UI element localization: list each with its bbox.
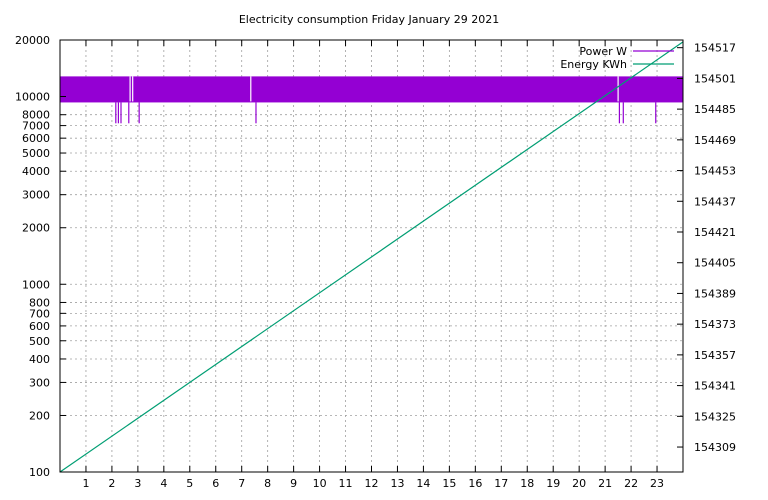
y2-tick-label: 154501 bbox=[694, 72, 736, 85]
y2-tick-label: 154405 bbox=[694, 257, 736, 270]
x-tick-label: 11 bbox=[339, 477, 353, 490]
x-tick-label: 2 bbox=[108, 477, 115, 490]
y-tick-label: 10000 bbox=[15, 91, 50, 104]
x-tick-label: 23 bbox=[650, 477, 664, 490]
y-tick-label: 8000 bbox=[22, 109, 50, 122]
x-tick-label: 16 bbox=[468, 477, 482, 490]
x-tick-label: 21 bbox=[598, 477, 612, 490]
power-series bbox=[60, 76, 683, 124]
power-band bbox=[60, 76, 683, 103]
x-tick-label: 10 bbox=[313, 477, 327, 490]
x-tick-label: 9 bbox=[290, 477, 297, 490]
x-tick-label: 13 bbox=[390, 477, 404, 490]
x-tick-label: 12 bbox=[365, 477, 379, 490]
y-tick-label: 6000 bbox=[22, 132, 50, 145]
legend-label-energy: Energy KWh bbox=[560, 58, 627, 71]
y-tick-label: 600 bbox=[29, 320, 50, 333]
y-tick-label: 5000 bbox=[22, 147, 50, 160]
y2-tick-label: 154453 bbox=[694, 165, 736, 178]
y-tick-label: 500 bbox=[29, 335, 50, 348]
x-tick-label: 4 bbox=[160, 477, 167, 490]
x-tick-label: 14 bbox=[416, 477, 430, 490]
y-tick-label: 7000 bbox=[22, 120, 50, 133]
y-tick-label: 700 bbox=[29, 307, 50, 320]
y2-tick-label: 154517 bbox=[694, 42, 736, 55]
legend: Power W Energy KWh bbox=[560, 45, 674, 71]
y2-tick-label: 154373 bbox=[694, 318, 736, 331]
y2-tick-label: 154341 bbox=[694, 380, 736, 393]
x-tick-label: 3 bbox=[134, 477, 141, 490]
y2-tick-label: 154357 bbox=[694, 349, 736, 362]
y-tick-label: 20000 bbox=[15, 34, 50, 47]
x-tick-label: 22 bbox=[624, 477, 638, 490]
y2-tick-label: 154469 bbox=[694, 134, 736, 147]
y2-tick-label: 154325 bbox=[694, 410, 736, 423]
chart-title: Electricity consumption Friday January 2… bbox=[239, 13, 499, 26]
x-tick-label: 19 bbox=[546, 477, 560, 490]
x-tick-label: 7 bbox=[238, 477, 245, 490]
x-tick-label: 20 bbox=[572, 477, 586, 490]
y-tick-label: 200 bbox=[29, 409, 50, 422]
x-tick-label: 1 bbox=[82, 477, 89, 490]
y-tick-label: 2000 bbox=[22, 222, 50, 235]
x-tick-label: 15 bbox=[442, 477, 456, 490]
y2-tick-label: 154309 bbox=[694, 441, 736, 454]
x-tick-label: 17 bbox=[494, 477, 508, 490]
ticks: 1 2 3 4 5 6 7 8 9 10 11 12 13 14 15 16 17 18 19 20 21 22 23100… bbox=[15, 34, 736, 490]
y2-tick-label: 154421 bbox=[694, 226, 736, 239]
y-tick-label: 800 bbox=[29, 296, 50, 309]
x-tick-label: 6 bbox=[212, 477, 219, 490]
x-tick-label: 18 bbox=[520, 477, 534, 490]
y-tick-label: 3000 bbox=[22, 189, 50, 202]
y2-tick-label: 154485 bbox=[694, 103, 736, 116]
energy-series-line bbox=[59, 41, 684, 473]
y-tick-label: 4000 bbox=[22, 165, 50, 178]
y-tick-label: 300 bbox=[29, 376, 50, 389]
y2-tick-label: 154389 bbox=[694, 287, 736, 300]
y-tick-label: 400 bbox=[29, 353, 50, 366]
y-tick-label: 100 bbox=[29, 466, 50, 479]
y-tick-label: 1000 bbox=[22, 278, 50, 291]
x-tick-label: 8 bbox=[264, 477, 271, 490]
y2-tick-label: 154437 bbox=[694, 195, 736, 208]
legend-label-power: Power W bbox=[579, 45, 627, 58]
x-tick-label: 5 bbox=[186, 477, 193, 490]
